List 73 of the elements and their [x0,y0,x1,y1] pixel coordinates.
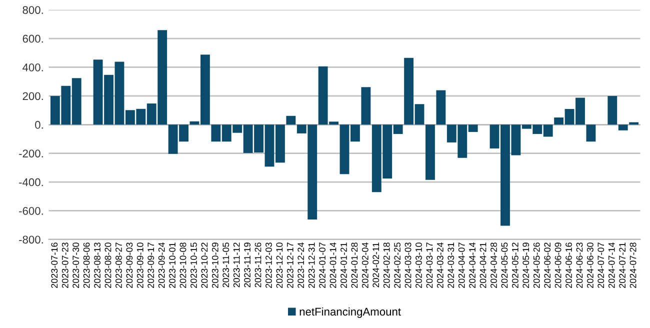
x-tick-label: 2023-10-29 [212,242,218,288]
x-tick-label: 2023-07-23 [62,242,68,288]
x-tick-label: 2023-10-08 [180,242,186,288]
x-tick-label: 2023-10-15 [190,242,197,288]
bar [608,96,618,125]
x-tick-label: 2024-05-19 [522,242,530,288]
bar [286,116,296,125]
x-tick-label: 2023-08-13 [94,242,100,288]
y-tick-label: 400. [22,64,43,72]
y-tick-label: -200. [19,150,43,158]
x-tick-label: 2024-01-21 [340,242,347,288]
x-tick-label: 2024-03-31 [448,242,454,288]
x-tick-label: 2024-04-14 [469,242,476,288]
x-tick-label: 2024-04-07 [458,242,465,288]
x-tick-label: 2024-04-28 [490,242,497,288]
x-tick-label: 2024-03-17 [426,242,433,288]
x-tick-label: 2023-09-17 [148,242,154,288]
x-tick-label: 2023-07-30 [72,242,80,288]
bar [629,122,639,125]
x-tick-label: 2024-06-16 [566,242,572,288]
x-tick-label: 2023-09-24 [158,242,165,288]
x-tick-label: 2023-11-12 [233,242,240,288]
x-tick-label: 2024-02-11 [372,242,380,288]
x-tick-label: 2024-02-18 [383,242,390,288]
x-tick-label: 2024-06-30 [586,242,594,288]
x-tick-label: 2023-10-01 [169,242,176,288]
x-tick-label: 2024-01-07 [319,242,326,288]
x-tick-label: 2023-12-31 [308,242,315,288]
x-tick-label: 2024-05-26 [533,242,540,288]
x-tick-label: 2023-12-03 [266,242,272,288]
x-tick-label: 2024-03-24 [436,242,444,288]
x-tick-label: 2023-11-19 [244,242,250,288]
x-tick-label: 2023-11-26 [254,242,262,288]
x-tick-label: 2023-09-10 [136,242,144,288]
x-tick-label: 2023-10-22 [201,242,208,288]
bar [436,90,446,125]
y-tick-label: 0. [35,120,43,129]
x-tick-label: 2024-02-25 [394,242,400,288]
y-tick-label: -800. [19,236,43,244]
x-tick-label: 2024-02-04 [362,242,368,288]
x-tick-label: 2023-12-24 [298,242,304,288]
y-tick-label: -600. [19,207,43,215]
x-tick-label: 2024-05-05 [501,242,508,288]
x-tick-label: 2024-03-03 [404,242,412,288]
x-tick-label: 2024-07-21 [619,242,626,288]
x-tick-label: 2024-06-02 [544,242,551,288]
bar [586,124,596,142]
x-tick-label: 2023-12-10 [276,242,283,288]
x-tick-label: 2024-07-28 [630,242,636,288]
bar [618,124,628,130]
y-tick-label: -400. [19,178,43,186]
x-tick-label: 2024-06-23 [576,242,583,288]
y-tick-label: 600. [22,34,43,43]
x-tick-label: 2024-07-14 [608,242,615,288]
bar [426,124,435,180]
x-tick-label: 2024-06-09 [554,242,562,288]
x-tick-label: 2023-11-05 [222,242,230,288]
x-tick-label: 2024-05-12 [512,242,518,288]
x-tick-label: 2023-08-20 [104,242,112,288]
x-tick-label: 2023-12-17 [286,242,294,288]
x-tick-label: 2023-08-06 [83,242,90,288]
x-tick-label: 2024-01-28 [351,242,358,288]
y-tick-label: 200. [22,92,43,100]
x-tick-label: 2024-07-07 [598,242,604,288]
bar [361,87,371,125]
x-tick-label: 2024-03-10 [416,242,422,288]
x-tick-label: 2023-07-16 [51,242,58,288]
x-tick-label: 2023-08-27 [116,242,122,288]
x-tick-label: 2024-01-14 [330,242,336,288]
x-tick-label: 2023-09-03 [126,242,133,288]
x-tick-label: 2024-04-21 [480,242,486,288]
legend-label: netFinancingAmount [300,307,401,318]
y-tick-label: 800. [22,6,43,14]
